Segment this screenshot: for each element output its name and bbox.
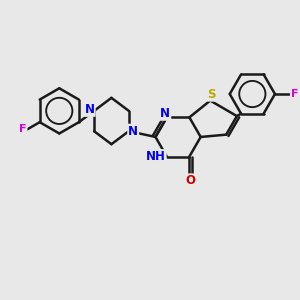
Text: F: F	[291, 89, 298, 99]
Text: NH: NH	[146, 150, 166, 163]
Text: N: N	[85, 103, 95, 116]
Text: F: F	[19, 124, 27, 134]
Text: N: N	[160, 107, 170, 120]
Text: S: S	[207, 88, 216, 101]
Text: N: N	[128, 125, 138, 138]
Text: O: O	[185, 174, 195, 188]
